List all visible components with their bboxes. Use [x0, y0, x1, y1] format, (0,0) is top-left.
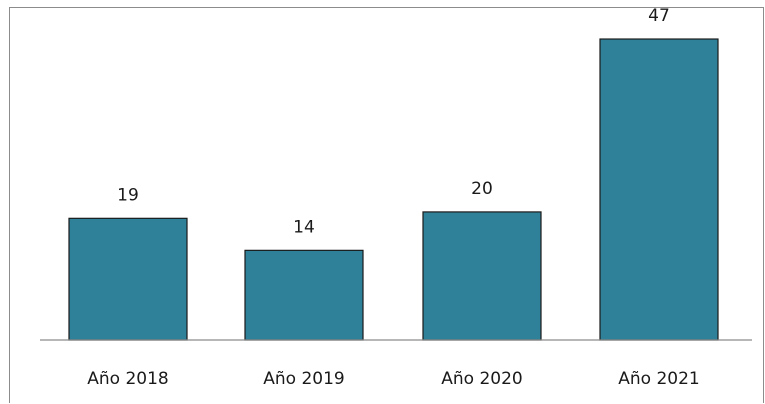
bar-0 [68, 217, 188, 341]
value-labels-group: 19 14 20 47 [117, 6, 670, 237]
value-label-2: 20 [471, 179, 493, 199]
value-label-0: 19 [117, 185, 139, 205]
value-label-3: 47 [648, 6, 670, 26]
category-label-3: Año 2021 [618, 369, 699, 389]
category-label-1: Año 2019 [263, 369, 344, 389]
value-label-1: 14 [293, 217, 315, 237]
category-label-0: Año 2018 [87, 369, 168, 389]
bar-1 [244, 249, 364, 341]
bars-group [68, 38, 719, 341]
category-label-2: Año 2020 [441, 369, 522, 389]
category-labels-group: Año 2018 Año 2019 Año 2020 Año 2021 [87, 369, 699, 389]
bar-2 [422, 211, 542, 341]
bar-3 [599, 38, 719, 341]
